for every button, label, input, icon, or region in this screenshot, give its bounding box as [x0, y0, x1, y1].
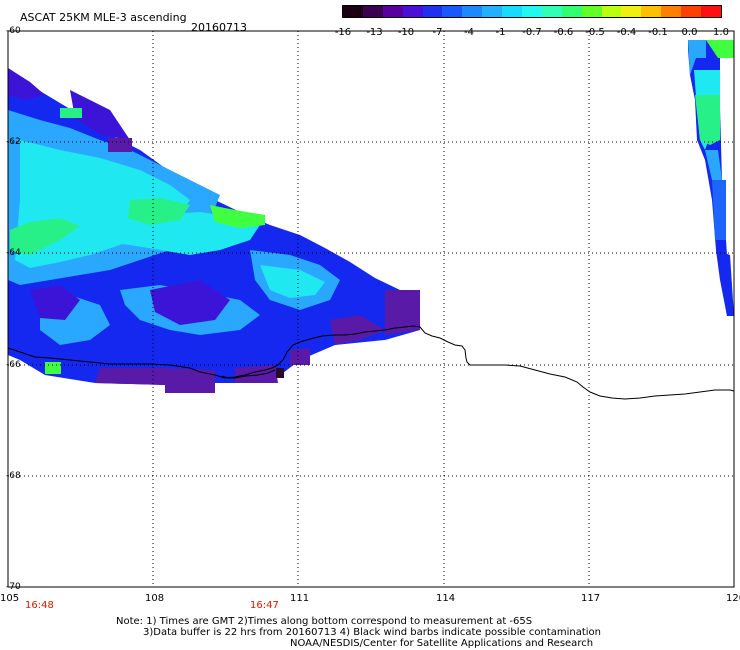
swath-region: [385, 290, 420, 335]
antarctic-coastline: [7, 325, 735, 400]
colorbar-swatch: [462, 6, 483, 17]
latitude-label: -70: [6, 582, 21, 592]
swath-region: [10, 218, 80, 255]
swath-region: [260, 265, 325, 298]
coast-inlet: [221, 369, 276, 379]
swath-region: [290, 348, 310, 365]
colorbar-swatch: [601, 6, 622, 17]
time-label-start: 16:48: [25, 600, 54, 611]
colorbar-swatch: [621, 6, 642, 17]
colorbar-swatch: [522, 6, 542, 17]
latitude-label: -68: [6, 471, 21, 481]
wind-swath-data: [8, 40, 734, 393]
longitude-label: 111: [290, 593, 310, 604]
swath-cell: [276, 368, 284, 378]
colorbar-tick-label: -7: [432, 27, 443, 38]
swath-region: [70, 90, 130, 140]
longitude-label: 117: [581, 593, 601, 604]
swath-region: [688, 40, 706, 75]
colorbar-tick-label: -1: [495, 27, 506, 38]
time-label-end: 16:47: [250, 600, 279, 611]
latitude-label: -66: [6, 360, 21, 370]
swath-region: [210, 205, 265, 228]
swath-region: [95, 368, 215, 393]
colorbar-tick-label: -0.5: [585, 27, 605, 38]
plot-frame: [7, 30, 735, 588]
note-line-1: Note: 1) Times are GMT 2)Times along bot…: [116, 616, 533, 627]
longitude-label: 108: [145, 593, 165, 604]
colorbar-tick-label: 1.0: [713, 27, 729, 38]
colorbar-tick-label: -0.6: [553, 27, 574, 38]
swath-cell: [45, 362, 61, 374]
swath-region: [8, 68, 45, 100]
swath-region: [706, 40, 734, 58]
colorbar: [342, 5, 722, 18]
colorbar-tick-label: -0.1: [648, 27, 668, 38]
colorbar-tick-label: 0.0: [681, 27, 698, 38]
longitude-label: 105: [0, 593, 20, 604]
colorbar-swatch: [482, 6, 503, 17]
colorbar-swatch: [442, 6, 463, 17]
longitude-label: 114: [436, 593, 456, 604]
colorbar-swatch: [581, 6, 602, 17]
colorbar-tick-label: -10: [397, 27, 415, 38]
note-line-3: NOAA/NESDIS/Center for Satellite Applica…: [290, 638, 594, 649]
swath-region: [716, 250, 734, 316]
colorbar-swatch: [382, 6, 403, 17]
plot-title: ASCAT 25KM MLE-3 ascending: [20, 11, 187, 24]
colorbar-tick-label: -16: [334, 27, 352, 38]
colorbar-tick-label: -13: [366, 27, 383, 38]
colorbar-swatch: [502, 6, 523, 17]
swath-region: [705, 150, 722, 180]
colorbar-tick-label: -4: [464, 27, 474, 38]
colorbar-swatch: [681, 6, 702, 17]
colorbar-tick-label: -0.7: [522, 27, 542, 38]
colorbar-tick-label: -0.4: [616, 27, 637, 38]
plot-date: 20160713: [191, 21, 247, 34]
swath-region: [330, 315, 385, 345]
colorbar-swatch: [422, 6, 443, 17]
colorbar-swatch: [343, 6, 363, 17]
lat-lon-grid: [8, 31, 734, 587]
colorbar-swatch: [541, 6, 562, 17]
colorbar-swatch: [661, 6, 682, 17]
latitude-label: -64: [6, 248, 21, 258]
swath-region: [30, 195, 260, 255]
note-line-2: 3)Data buffer is 22 hrs from 20160713 4)…: [143, 627, 601, 638]
colorbar-swatch: [561, 6, 582, 17]
colorbar-swatch: [402, 6, 423, 17]
swath-cell: [60, 108, 82, 118]
colorbar-swatch: [362, 6, 383, 17]
colorbar-swatch: [641, 6, 662, 17]
swath-region: [712, 180, 726, 240]
latitude-label: -60: [6, 26, 21, 36]
longitude-label: 120: [726, 593, 740, 604]
latitude-label: -62: [6, 137, 21, 147]
swath-region: [695, 95, 720, 145]
colorbar-swatch: [701, 6, 721, 17]
swath-region: [108, 138, 132, 152]
swath-region: [128, 198, 190, 225]
swath-region: [150, 280, 230, 325]
swath-region: [30, 285, 80, 320]
